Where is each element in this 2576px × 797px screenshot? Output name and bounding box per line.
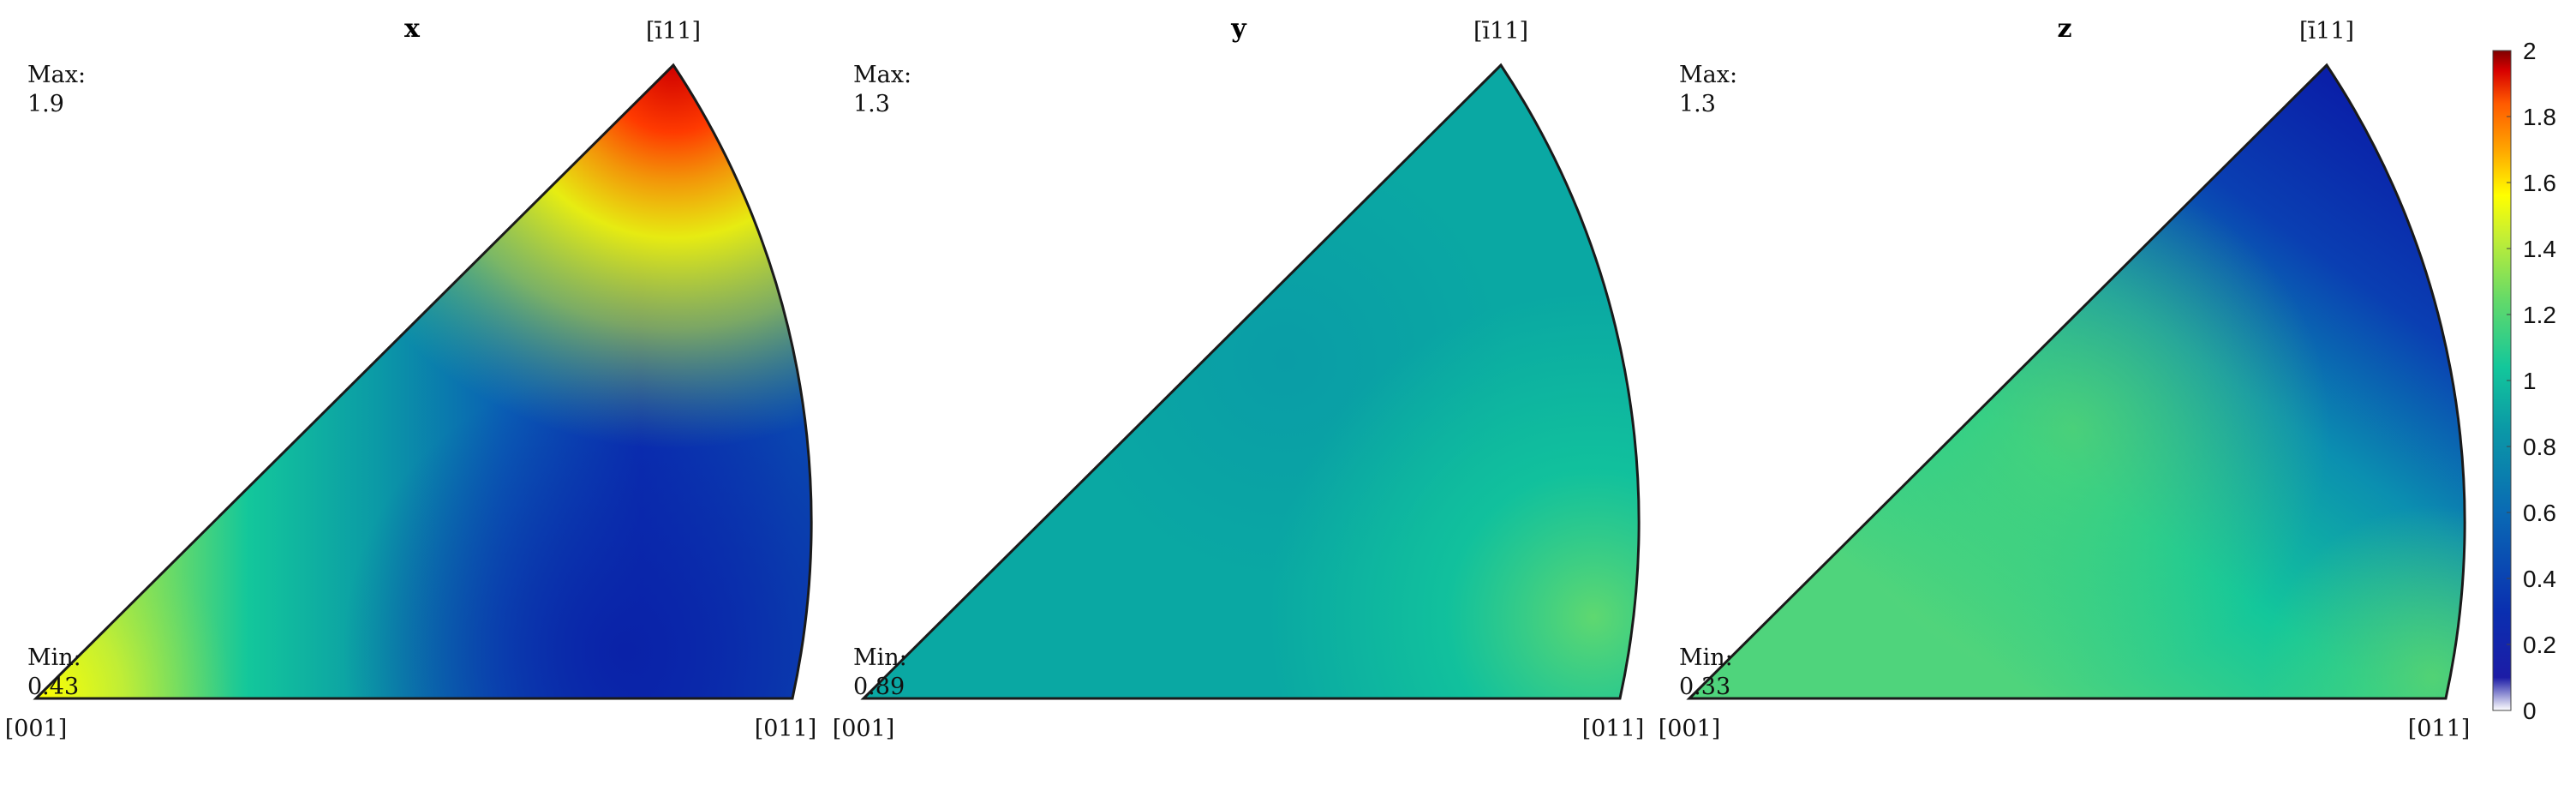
panel-y-corner-011: [011] — [1582, 716, 1645, 742]
panel-x-max-value: 1.9 — [27, 91, 64, 117]
panel-z: z Max: 1.3 Min: 0.33 [001] [011] [ī11] — [1659, 14, 2471, 742]
panel-y-max-value: 1.3 — [853, 91, 890, 117]
panel-y: y Max: 1.3 Min: 0.89 [001] [011] [ī11] — [833, 14, 1645, 742]
colorbar-tick-label: 1.6 — [2523, 170, 2556, 196]
colorbar-tick-label: 1 — [2523, 368, 2537, 394]
panel-x-corner-001: [001] — [5, 716, 68, 742]
colorbar-tick-label: 1.4 — [2523, 236, 2556, 262]
panel-x-density-map — [36, 65, 812, 698]
panel-x-max-label: Max: — [27, 62, 86, 88]
panel-z-max-label: Max: — [1679, 62, 1737, 88]
panel-z-min-value: 0.33 — [1679, 674, 1730, 700]
colorbar-tick-label: 0.2 — [2523, 632, 2556, 658]
panel-z-max-value: 1.3 — [1679, 91, 1716, 117]
colorbar-tick-label: 0 — [2523, 698, 2537, 724]
panel-y-outline — [860, 63, 1641, 700]
colorbar-tick-label: 1.2 — [2523, 302, 2556, 328]
colorbar-tick-label: 2 — [2523, 38, 2537, 64]
colorbar-tick-label: 0.8 — [2523, 434, 2556, 460]
panel-x: x Max: 1.9 Min: 0.43 [001] [011] [ī11] — [5, 14, 817, 742]
colorbar-tick-label: 0.4 — [2523, 566, 2556, 592]
panel-y-corner-111: [ī11] — [1473, 18, 1528, 45]
panel-x-title: x — [404, 14, 421, 44]
colorbar-tick-label: 1.8 — [2523, 104, 2556, 130]
colorbar: 0 0.2 0.4 0.6 0.8 1 1.2 1.4 1.6 1.8 2 — [2492, 38, 2556, 724]
panel-y-min-label: Min: — [853, 644, 907, 671]
panel-z-title: z — [2057, 14, 2071, 44]
panel-z-min-label: Min: — [1679, 644, 1733, 671]
panel-x-corner-111: [ī11] — [646, 18, 701, 45]
panel-z-density-map — [1689, 65, 2465, 698]
panel-z-corner-111: [ī11] — [2299, 18, 2354, 45]
panel-z-corner-001: [001] — [1659, 716, 1721, 742]
panel-x-corner-011: [011] — [755, 716, 817, 742]
panel-y-density-map — [864, 65, 1640, 698]
panel-y-max-label: Max: — [853, 62, 911, 88]
panel-z-corner-011: [011] — [2408, 716, 2471, 742]
colorbar-tick-label: 0.6 — [2523, 500, 2556, 526]
panel-x-outline — [33, 63, 813, 700]
panel-x-min-value: 0.43 — [27, 674, 79, 700]
panel-y-min-value: 0.89 — [853, 674, 905, 700]
panel-x-min-label: Min: — [27, 644, 81, 671]
panel-z-outline — [1686, 63, 2466, 700]
panel-y-title: y — [1230, 14, 1247, 44]
panel-y-corner-001: [001] — [833, 716, 895, 742]
